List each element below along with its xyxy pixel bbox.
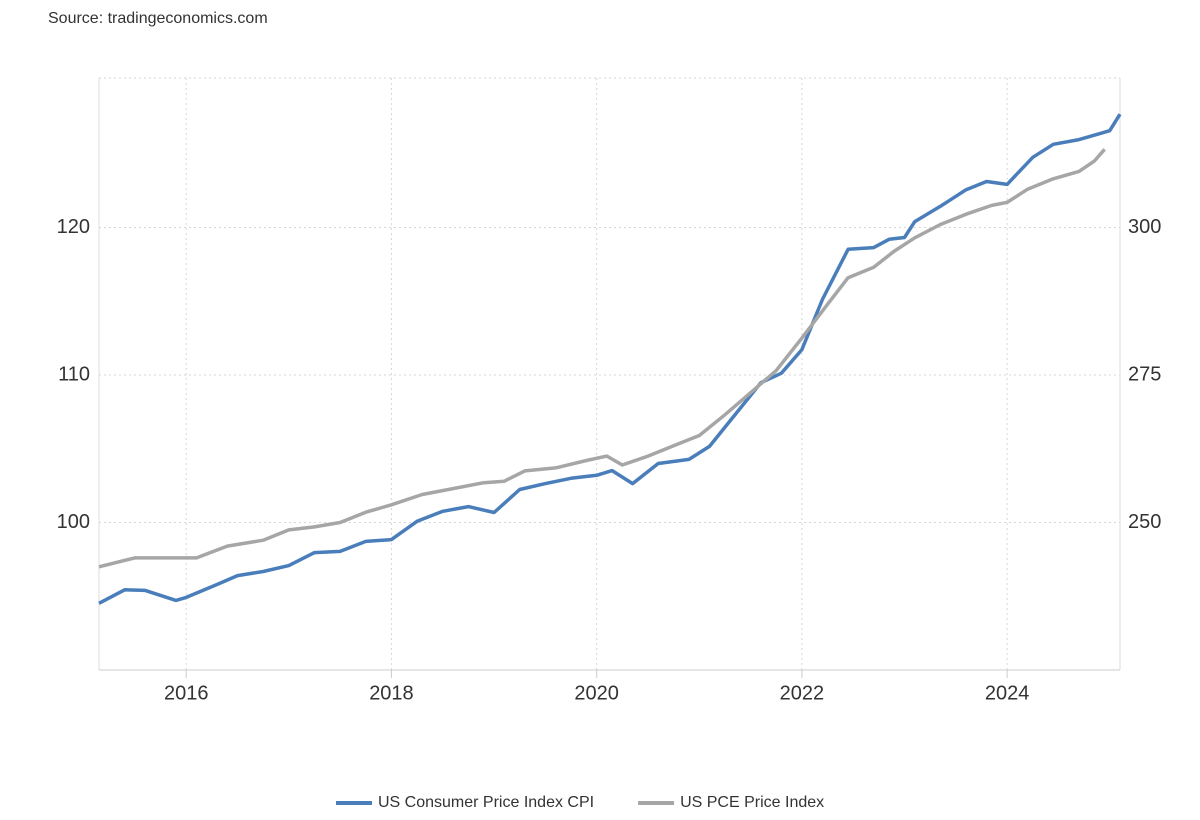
series-line bbox=[98, 148, 1106, 569]
x-tick-label: 2022 bbox=[780, 682, 825, 704]
y2-tick-label: 300 bbox=[1128, 216, 1161, 238]
series-line bbox=[98, 113, 1122, 605]
y-tick-label: 120 bbox=[57, 216, 90, 238]
y-tick-label: 110 bbox=[58, 363, 90, 385]
y2-tick-label: 250 bbox=[1128, 511, 1161, 533]
x-tick-label: 2020 bbox=[574, 682, 619, 704]
x-tick-label: 2016 bbox=[164, 682, 209, 704]
source: Source: tradingeconomics.com bbox=[48, 10, 268, 27]
y-tick-label: 100 bbox=[57, 511, 90, 533]
legend-label: US PCE Price Index bbox=[680, 794, 824, 811]
x-tick-label: 2018 bbox=[369, 682, 414, 704]
x-tick-label: 2024 bbox=[985, 682, 1030, 704]
y2-tick-label: 275 bbox=[1128, 363, 1161, 385]
legend-label: US Consumer Price Index CPI bbox=[378, 794, 594, 811]
